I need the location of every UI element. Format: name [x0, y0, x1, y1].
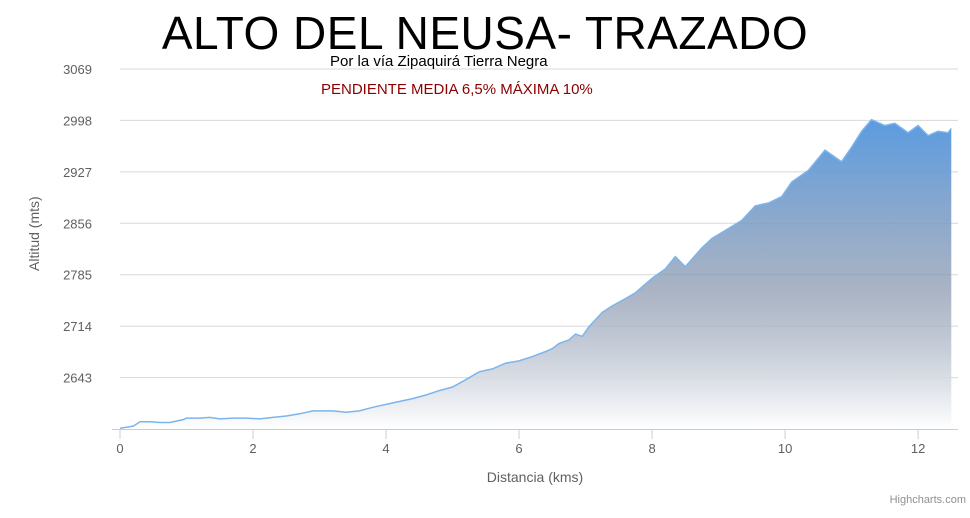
x-tick-label: 2 [249, 441, 256, 456]
x-tick-label: 0 [116, 441, 123, 456]
x-axis-label: Distancia (kms) [487, 469, 583, 485]
y-axis-label: Altitud (mts) [26, 196, 42, 271]
x-tick-label: 12 [911, 441, 925, 456]
y-tick-label: 2643 [63, 371, 92, 386]
x-tick-label: 8 [648, 441, 655, 456]
x-tick-label: 4 [382, 441, 389, 456]
y-tick-label: 2927 [63, 165, 92, 180]
chart-subtitle: Por la vía Zipaquirá Tierra Negra [330, 53, 548, 70]
chart-title: ALTO DEL NEUSA- TRAZADO [161, 7, 809, 59]
y-tick-label: 2714 [63, 319, 92, 334]
x-tick-label: 10 [778, 441, 792, 456]
x-tick-label: 6 [515, 441, 522, 456]
elevation-area-fill [120, 119, 952, 429]
highcharts-credits[interactable]: Highcharts.com [889, 494, 966, 506]
slope-annotation: PENDIENTE MEDIA 6,5% MÁXIMA 10% [321, 81, 593, 98]
elevation-line [119, 118, 952, 430]
y-tick-label: 2998 [63, 113, 92, 128]
y-tick-label: 2785 [63, 268, 92, 283]
y-tick-label: 3069 [63, 62, 92, 77]
y-tick-label: 2856 [63, 216, 92, 231]
